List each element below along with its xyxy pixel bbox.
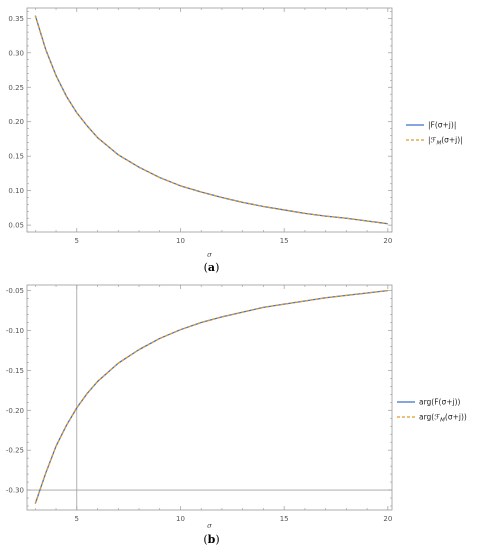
panel-caption: (b) <box>203 533 219 546</box>
series-line-1 <box>34 15 388 225</box>
y-tick-label: -0.10 <box>6 327 24 335</box>
series-line-2 <box>34 15 388 225</box>
panel-caption: (a) <box>204 261 220 274</box>
legend: arg(F(σ+j)) arg(ℱM(σ+j)) <box>397 398 467 424</box>
legend: |F(σ+j)| |ℱM(σ+j)| <box>406 121 463 147</box>
legend-label: arg(F(σ+j)) <box>419 398 461 407</box>
series-line-2 <box>34 289 388 504</box>
y-tick-label: -0.20 <box>6 407 24 415</box>
y-tick-label: -0.25 <box>6 447 24 455</box>
plot-frame <box>26 7 393 233</box>
plot-frame <box>26 284 393 511</box>
legend-label: |ℱM(σ+j)| <box>428 136 463 147</box>
x-tick-label: 5 <box>75 515 79 523</box>
y-tick-label: 0.20 <box>8 118 24 126</box>
y-tick-label: 0.25 <box>8 84 24 92</box>
x-axis-label: σ <box>207 251 212 259</box>
y-tick-label: 0.15 <box>8 153 24 161</box>
y-tick-label: 0.35 <box>8 15 24 23</box>
legend-label: |F(σ+j)| <box>428 121 456 130</box>
y-tick-label: -0.05 <box>6 287 24 295</box>
x-axis-label: σ <box>207 522 212 530</box>
y-tick-label: -0.15 <box>6 367 24 375</box>
y-tick-label: 0.10 <box>8 187 24 195</box>
x-tick-label: 20 <box>383 515 392 523</box>
x-tick-label: 10 <box>176 515 185 523</box>
x-tick-label: 5 <box>75 237 79 245</box>
y-tick-label: -0.30 <box>6 487 24 495</box>
x-tick-label: 15 <box>280 237 289 245</box>
x-tick-label: 20 <box>383 237 392 245</box>
x-tick-label: 10 <box>176 237 185 245</box>
x-tick-label: 15 <box>280 515 289 523</box>
y-tick-label: 0.05 <box>8 222 24 230</box>
chart-panel-b: 5 10 15 20 -0.30 -0.25 -0.20 -0.15 -0.10 -0.05 σ (b… <box>6 284 467 546</box>
chart-panel-a: 5 10 15 20 0.05 0.10 0.15 0.20 0.25 0.30 0.35 σ (a) |… <box>8 7 463 274</box>
legend-label: arg(ℱM(σ+j)) <box>419 413 467 424</box>
series-line-1 <box>34 289 388 504</box>
y-tick-label: 0.30 <box>8 49 24 57</box>
